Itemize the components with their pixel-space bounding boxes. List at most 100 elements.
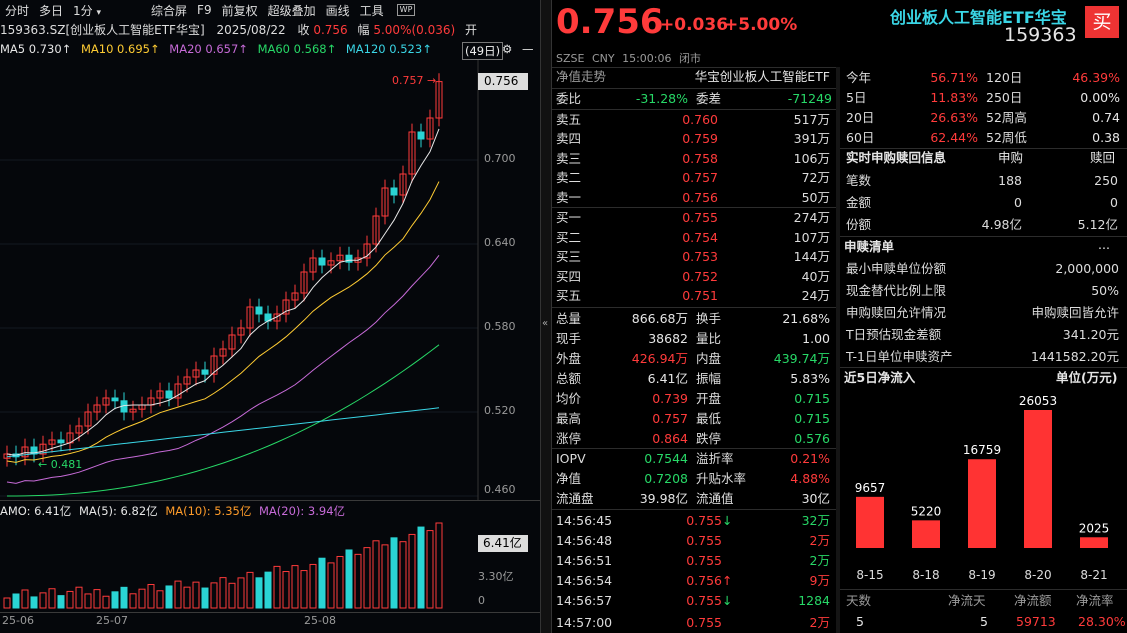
divider bbox=[0, 612, 540, 613]
kline-panel: 分时 多日 1分 ▾ 综合屏 F9 前复权 超级叠加 画线 工具 WP 1593… bbox=[0, 0, 540, 633]
weicha-label: 委差 bbox=[696, 91, 722, 106]
period-label: 1分 bbox=[73, 3, 93, 18]
btn-overlay[interactable]: 超级叠加 bbox=[267, 3, 316, 18]
candle-body bbox=[408, 131, 416, 175]
security-code: 159363 bbox=[1004, 24, 1077, 46]
candle-body bbox=[174, 383, 182, 399]
minimize-icon[interactable]: — bbox=[522, 42, 534, 56]
stat-value: 1.00 bbox=[802, 331, 830, 346]
stat-label: 最低 bbox=[696, 411, 722, 426]
ma120-label: MA120 0.523↑ bbox=[345, 42, 432, 56]
stat-value: 0.757 bbox=[652, 411, 688, 426]
stat-label: 量比 bbox=[696, 331, 722, 346]
candle-body bbox=[255, 306, 263, 315]
weibi-value: -31.28% bbox=[635, 91, 688, 106]
stat-label: 换手 bbox=[696, 311, 722, 326]
tick-time: 14:56:51 bbox=[556, 553, 613, 568]
date-axis-aug: 25-08 bbox=[304, 614, 336, 627]
sub-header-redeem: 赎回 bbox=[1090, 150, 1116, 165]
volume-bar bbox=[201, 587, 209, 609]
ma20-label: MA20 0.657↑ bbox=[169, 42, 248, 56]
fund-info-panel: 今年 56.71% 120日 46.39% 5日 11.83% 250日 0.00% 20日 26… bbox=[840, 0, 1127, 633]
btn-composite[interactable]: 综合屏 bbox=[151, 3, 188, 18]
inflow-date-label: 8-21 bbox=[1080, 568, 1107, 582]
stat-label: 总量 bbox=[556, 311, 582, 326]
tick-time: 14:56:48 bbox=[556, 533, 613, 548]
window-icon[interactable]: WP bbox=[396, 4, 416, 16]
candle-body bbox=[129, 408, 137, 413]
tab-multiday[interactable]: 多日 bbox=[39, 3, 64, 18]
btn-tools[interactable]: 工具 bbox=[359, 3, 384, 18]
candle-body bbox=[309, 257, 317, 273]
stat-value: 866.68万 bbox=[631, 311, 688, 326]
tick-price: 0.755 bbox=[686, 615, 722, 630]
volume-bar bbox=[219, 577, 227, 609]
btn-draw[interactable]: 画线 bbox=[325, 3, 350, 18]
btn-f9[interactable]: F9 bbox=[197, 3, 212, 17]
sub-label: 笔数 bbox=[846, 173, 872, 188]
bid-label: 买三 bbox=[556, 249, 582, 265]
perf-value: 11.83% bbox=[930, 90, 978, 105]
volume-bar bbox=[21, 589, 29, 609]
volume-bar bbox=[228, 582, 236, 609]
order-book-panel: 净值走势 华宝创业板人工智能ETF 委比 -31.28% 委差 -71249 卖… bbox=[552, 0, 836, 633]
candle-body bbox=[273, 313, 281, 322]
divider bbox=[840, 367, 1127, 368]
candle-body bbox=[84, 411, 92, 427]
candle-body bbox=[228, 334, 236, 350]
tick-arrow-icon: ↓ bbox=[722, 593, 733, 608]
bid-price: 0.751 bbox=[682, 288, 718, 304]
volume-bar bbox=[39, 592, 47, 609]
stat-value: 0.576 bbox=[794, 431, 830, 446]
volume-legend: AMO: 6.41亿 MA(5): 6.82亿 MA(10): 5.35亿 MA… bbox=[0, 503, 345, 519]
volume-bar bbox=[264, 571, 272, 609]
tick-volume: 2万 bbox=[809, 533, 830, 548]
candle-body bbox=[426, 117, 434, 140]
flow-title: 近5日净流入 bbox=[844, 370, 916, 385]
ask-label: 卖一 bbox=[556, 189, 582, 205]
price-axis-700: 0.700 bbox=[484, 152, 516, 165]
candle-body bbox=[57, 439, 65, 444]
tick-volume: 1284 bbox=[798, 593, 830, 608]
amo-label: AMO: 6.41亿 bbox=[0, 504, 72, 518]
bid-volume: 274万 bbox=[793, 210, 830, 225]
market-status: SZSE CNY 15:00:06 闭市 bbox=[556, 52, 701, 65]
buy-button[interactable]: 买 bbox=[1085, 6, 1119, 38]
period-select[interactable]: 1分 ▾ bbox=[68, 2, 106, 19]
pcf-title: 申赎清单 bbox=[844, 239, 895, 254]
settings-icon[interactable]: ⚙ bbox=[502, 42, 513, 56]
ma10-line bbox=[6, 181, 440, 463]
sub-purchase-value: 0 bbox=[1014, 195, 1022, 210]
inflow-value-label: 9657 bbox=[855, 481, 886, 495]
ask-volume: 517万 bbox=[793, 112, 830, 127]
more-icon[interactable]: ... bbox=[1098, 237, 1110, 252]
volume-bar bbox=[12, 593, 20, 609]
tab-fenshi[interactable]: 分时 bbox=[5, 3, 30, 18]
iopv-value: 0.7544 bbox=[644, 451, 688, 466]
inflow-date-label: 8-18 bbox=[912, 568, 939, 582]
tick-volume: 2万 bbox=[809, 615, 830, 630]
volume-bar bbox=[111, 591, 119, 609]
collapse-icon[interactable]: « bbox=[542, 318, 549, 329]
bid-volume: 24万 bbox=[801, 288, 830, 304]
candle-body bbox=[390, 187, 398, 196]
iopv-label: 流通值 bbox=[696, 491, 734, 506]
btn-adjust[interactable]: 前复权 bbox=[221, 3, 258, 18]
volume-bar bbox=[435, 522, 443, 609]
volume-bar bbox=[48, 588, 56, 609]
stat-label: 总额 bbox=[556, 371, 582, 386]
candle-body bbox=[381, 187, 389, 217]
panel-splitter[interactable]: « bbox=[540, 0, 552, 633]
days-badge[interactable]: (49日) bbox=[462, 42, 504, 60]
inflow-bar bbox=[1024, 410, 1052, 548]
nav-title[interactable]: 净值走势 bbox=[556, 69, 607, 84]
tick-price: 0.755 bbox=[686, 553, 722, 568]
sub-redeem-value: 0 bbox=[1110, 195, 1118, 210]
candle-body bbox=[372, 215, 380, 245]
stat-label: 外盘 bbox=[556, 351, 582, 366]
iopv-value: 0.21% bbox=[790, 451, 830, 466]
candle-body bbox=[336, 254, 344, 262]
vol-axis-zero: 0 bbox=[478, 594, 485, 607]
stat-value: 38682 bbox=[648, 331, 688, 346]
iopv-value: 4.88% bbox=[790, 471, 830, 486]
